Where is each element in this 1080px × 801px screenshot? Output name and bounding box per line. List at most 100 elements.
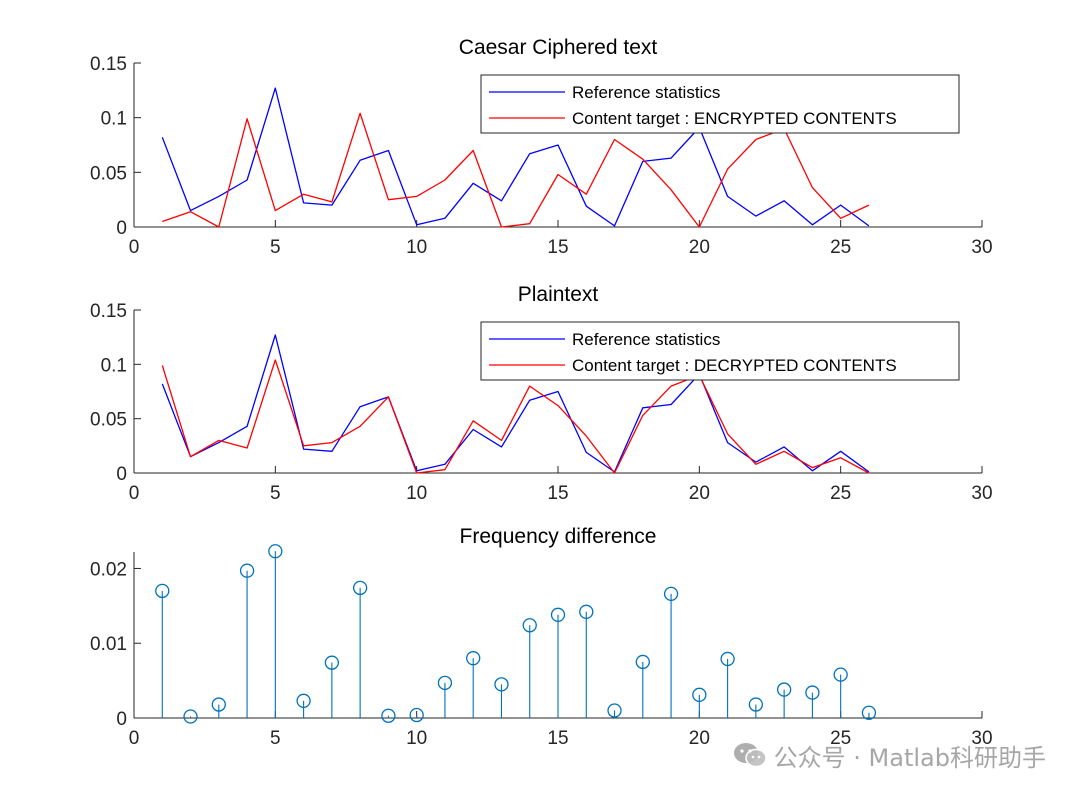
- stem-12: [466, 651, 481, 718]
- stem-marker: [296, 693, 311, 708]
- y-tick-label: 0.01: [90, 634, 127, 655]
- stem-18: [635, 654, 650, 718]
- stem-marker: [409, 707, 424, 723]
- legend-label: Reference statistics: [572, 330, 720, 349]
- stem-marker: [494, 677, 509, 692]
- stem-8: [352, 580, 368, 718]
- stem-marker: [776, 682, 792, 697]
- x-tick-label: 10: [406, 237, 427, 258]
- y-tick-label: 0.1: [101, 109, 127, 130]
- stem-marker: [381, 708, 396, 723]
- stem-4: [239, 563, 255, 718]
- stem-25: [833, 667, 848, 718]
- stem-marker: [748, 697, 764, 712]
- x-tick-label: 15: [547, 237, 568, 258]
- stem-marker: [183, 709, 198, 724]
- stem-10: [409, 707, 424, 723]
- stem-21: [720, 651, 735, 718]
- x-tick-label: 0: [129, 237, 140, 258]
- watermark-text: 公众号 · Matlab科研助手: [773, 743, 1046, 772]
- y-tick-label: 0.15: [90, 301, 127, 322]
- x-tick-label: 20: [689, 237, 710, 258]
- stem-marker: [635, 654, 650, 670]
- chart-title: Frequency difference: [460, 525, 657, 548]
- stem-1: [155, 583, 170, 718]
- stem-19: [663, 586, 679, 718]
- stem-marker: [550, 607, 566, 622]
- legend-label: Reference statistics: [572, 83, 720, 102]
- x-tick-label: 5: [270, 483, 281, 504]
- y-tick-label: 0.15: [90, 54, 127, 75]
- x-tick-label: 30: [971, 728, 992, 749]
- stem-marker: [861, 705, 877, 720]
- chart-1: 0 5 10 15 20 25 30 0 0.05 0.1 0.15 Caesar Ciphered …: [90, 36, 993, 258]
- stem-22: [748, 697, 764, 718]
- y-tick-label: 0.02: [90, 559, 127, 580]
- watermark: 公众号 · Matlab科研助手: [732, 737, 1046, 773]
- stem-16: [579, 604, 594, 718]
- target-series-line: [162, 112, 870, 228]
- stem-marker: [692, 687, 707, 702]
- stem-marker: [352, 580, 368, 596]
- chart-title: Plaintext: [518, 283, 599, 306]
- legend-box: [480, 74, 960, 134]
- stem-9: [381, 708, 396, 723]
- stem-marker: [522, 618, 537, 633]
- stem-15: [550, 607, 566, 718]
- legend: Reference statistics Content target : ENC…: [480, 74, 960, 134]
- stem-26: [861, 705, 877, 720]
- chart-3: 0 5 10 15 20 25 30 0 0.01 0.02 Frequency differenc…: [90, 525, 993, 749]
- stem-marker: [268, 544, 283, 559]
- y-tick-label: 0.1: [101, 355, 127, 376]
- x-tick-label: 15: [547, 483, 568, 504]
- stem-6: [296, 693, 311, 718]
- legend: Reference statistics Content target : DEC…: [480, 321, 960, 381]
- stem-20: [692, 687, 707, 718]
- x-tick-label: 30: [971, 237, 992, 258]
- legend-label: Content target : DECRYPTED CONTENTS: [572, 356, 897, 375]
- stem-marker: [579, 604, 594, 619]
- stem-13: [494, 677, 509, 718]
- wechat-icon: [733, 743, 767, 768]
- x-tick-label: 0: [129, 728, 140, 749]
- stem-17: [607, 703, 622, 718]
- chart-2: 0 5 10 15 20 25 30 0 0.05 0.1 0.15 Plaintext Referen…: [90, 283, 993, 504]
- x-tick-label: 25: [830, 237, 851, 258]
- stem-24: [805, 685, 820, 718]
- x-tick-label: 15: [547, 728, 568, 749]
- chart-title: Caesar Ciphered text: [459, 36, 658, 59]
- x-tick-label: 0: [129, 483, 140, 504]
- y-tick-label: 0: [116, 709, 127, 730]
- stem-marker: [466, 651, 481, 666]
- stem-11: [437, 675, 453, 718]
- stem-marker: [324, 655, 340, 670]
- stem-14: [522, 618, 537, 718]
- stem-7: [324, 655, 340, 718]
- x-tick-label: 25: [830, 483, 851, 504]
- stem-marker: [239, 563, 255, 578]
- stem-23: [776, 682, 792, 718]
- x-tick-label: 25: [830, 728, 851, 749]
- stem-marker: [607, 703, 622, 718]
- stem-marker: [833, 667, 848, 682]
- x-tick-label: 10: [406, 728, 427, 749]
- stem-marker: [720, 651, 735, 667]
- y-tick-label: 0.05: [90, 163, 127, 184]
- x-tick-label: 30: [971, 483, 992, 504]
- stem-marker: [805, 685, 820, 700]
- legend-box: [480, 321, 960, 381]
- stem-marker: [211, 697, 226, 712]
- legend-label: Content target : ENCRYPTED CONTENTS: [572, 109, 897, 128]
- target-series-line: [161, 359, 870, 474]
- y-tick-label: 0: [116, 464, 127, 485]
- stem-2: [183, 709, 198, 724]
- stem-marker: [437, 675, 453, 691]
- x-tick-label: 20: [689, 483, 710, 504]
- x-tick-label: 10: [406, 483, 427, 504]
- y-tick-label: 0.05: [90, 410, 127, 431]
- stem-5: [268, 544, 283, 718]
- x-tick-label: 20: [689, 728, 710, 749]
- x-tick-label: 5: [270, 237, 281, 258]
- stem-marker: [663, 586, 679, 602]
